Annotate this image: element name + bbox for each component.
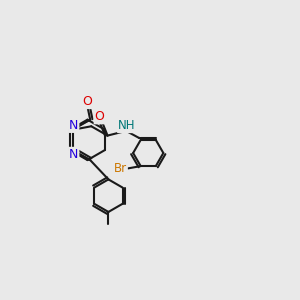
Text: O: O [94, 110, 104, 124]
Text: N: N [69, 148, 79, 161]
Text: N: N [69, 119, 79, 132]
Text: NH: NH [118, 119, 135, 132]
Text: Br: Br [114, 162, 127, 175]
Text: O: O [82, 95, 92, 108]
